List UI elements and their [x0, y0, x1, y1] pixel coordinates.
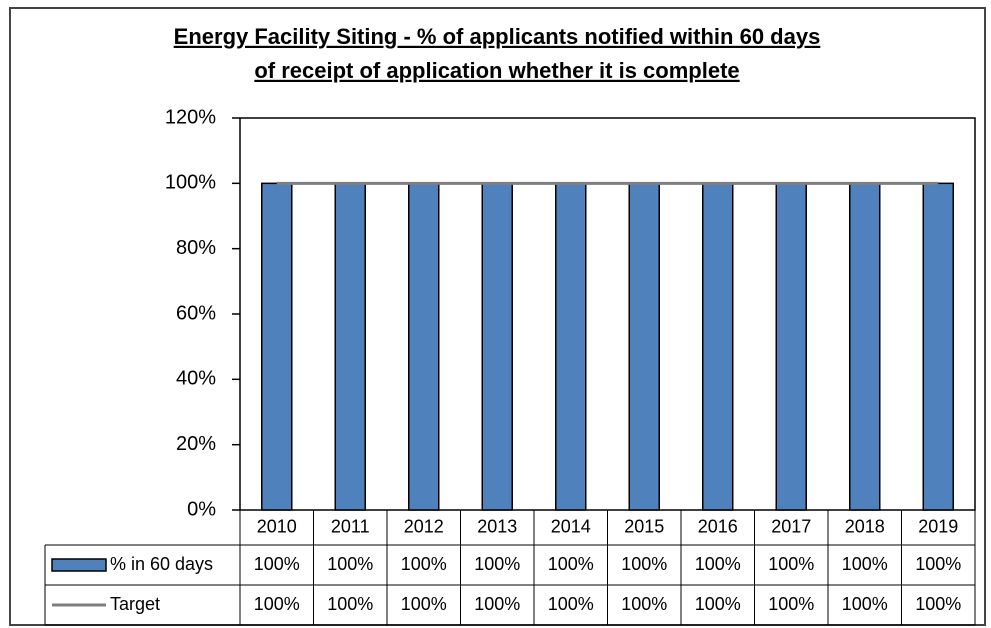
data-table-cell: 100% — [548, 554, 594, 574]
x-tick-label: 2017 — [771, 516, 811, 536]
legend-label: % in 60 days — [110, 554, 213, 574]
data-table-cell: 100% — [548, 594, 594, 614]
x-tick-label: 2018 — [845, 516, 885, 536]
bar — [334, 182, 366, 511]
data-table-cell: 100% — [768, 554, 814, 574]
x-tick-label: 2012 — [404, 516, 444, 536]
bar — [922, 182, 954, 511]
bar — [261, 182, 293, 511]
bar — [555, 182, 587, 511]
data-table-cell: 100% — [327, 554, 373, 574]
bar — [408, 182, 440, 511]
data-table-cell: 100% — [254, 594, 300, 614]
data-table-cell: 100% — [768, 594, 814, 614]
data-table-cell: 100% — [842, 554, 888, 574]
legend-label: Target — [110, 594, 160, 614]
y-tick-label: 0% — [187, 498, 216, 520]
data-table-cell: 100% — [915, 554, 961, 574]
y-tick-label: 80% — [176, 237, 216, 259]
x-tick-label: 2014 — [551, 516, 591, 536]
y-tick-label: 20% — [176, 433, 216, 455]
chart-title: Energy Facility Siting - % of applicants… — [174, 24, 821, 49]
data-table-cell: 100% — [401, 554, 447, 574]
x-tick-label: 2016 — [698, 516, 738, 536]
bar — [702, 182, 734, 511]
data-table-cell: 100% — [474, 554, 520, 574]
bar — [849, 182, 881, 511]
data-table-cell: 100% — [842, 594, 888, 614]
data-table-cell: 100% — [695, 554, 741, 574]
data-table-cell: 100% — [915, 594, 961, 614]
data-table-cell: 100% — [254, 554, 300, 574]
chart-title: of receipt of application whether it is … — [254, 58, 739, 83]
bar — [628, 182, 660, 511]
data-table-cell: 100% — [621, 554, 667, 574]
y-tick-label: 60% — [176, 302, 216, 324]
y-tick-label: 40% — [176, 368, 216, 390]
x-tick-label: 2011 — [331, 516, 370, 536]
y-tick-label: 120% — [165, 106, 216, 128]
data-table-cell: 100% — [327, 594, 373, 614]
bar — [481, 182, 513, 511]
x-tick-label: 2010 — [257, 516, 297, 536]
x-tick-label: 2015 — [624, 516, 664, 536]
data-table-cell: 100% — [401, 594, 447, 614]
x-tick-label: 2013 — [477, 516, 517, 536]
legend-key — [51, 558, 107, 572]
x-tick-label: 2019 — [918, 516, 958, 536]
data-table-cell: 100% — [621, 594, 667, 614]
y-tick-label: 100% — [165, 172, 216, 194]
data-table-cell: 100% — [695, 594, 741, 614]
bar — [775, 182, 807, 511]
data-table-cell: 100% — [474, 594, 520, 614]
